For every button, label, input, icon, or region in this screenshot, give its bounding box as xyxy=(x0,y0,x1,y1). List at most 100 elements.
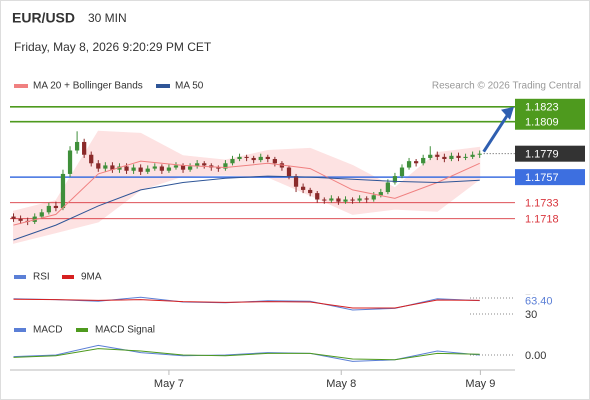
indicator-line xyxy=(13,348,480,361)
candle-body xyxy=(329,198,334,201)
level-box xyxy=(515,98,585,115)
candle-body xyxy=(421,157,426,164)
candle-body xyxy=(195,163,200,167)
target-arrowhead xyxy=(501,106,514,120)
candle-body xyxy=(286,167,292,177)
candle-body xyxy=(385,182,390,193)
candle-body xyxy=(435,154,440,157)
candle-body xyxy=(406,161,412,168)
candle-body xyxy=(223,163,228,169)
candle-body xyxy=(202,163,207,166)
y-tick-label: 30 xyxy=(525,309,537,321)
candle-body xyxy=(378,192,383,196)
level-label: 1.1823 xyxy=(525,102,559,114)
level-label: 1.1809 xyxy=(525,117,559,129)
candle-body xyxy=(336,198,341,202)
candle-body xyxy=(18,218,23,221)
last-price-label: 1.1779 xyxy=(525,149,559,161)
level-box xyxy=(515,113,585,130)
candle-body xyxy=(470,154,475,157)
candle-body xyxy=(124,166,129,171)
candle-body xyxy=(350,199,355,201)
legend-swatch xyxy=(14,328,26,332)
ma-line xyxy=(13,160,480,226)
legend-label: MA 20 + Bollinger Bands xyxy=(33,81,143,92)
candle-body xyxy=(138,167,143,172)
candle-body xyxy=(11,216,16,219)
last-price-box xyxy=(515,145,585,162)
last-value-label: 63.40 xyxy=(525,296,553,308)
candle-body xyxy=(187,166,193,170)
level-label: 1.1757 xyxy=(525,172,559,184)
candle-body xyxy=(251,157,256,161)
candle-body xyxy=(159,166,164,171)
candle-body xyxy=(477,153,482,155)
candle-body xyxy=(414,161,419,164)
candle-body xyxy=(237,156,242,160)
candle-body xyxy=(60,173,66,209)
candle-body xyxy=(53,205,59,209)
candle-body xyxy=(166,167,172,171)
symbol: EUR/USD xyxy=(12,10,75,26)
candle-body xyxy=(117,166,122,170)
level-label: 1.1733 xyxy=(525,198,559,210)
candle-body xyxy=(131,167,136,171)
candle-body xyxy=(173,165,179,168)
legend-swatch xyxy=(62,275,74,279)
candle-body xyxy=(216,167,221,169)
legend-label: 9MA xyxy=(81,272,102,283)
legend-label: MA 50 xyxy=(175,81,204,92)
indicator-line xyxy=(13,298,480,309)
candle-body xyxy=(308,189,313,194)
legend-label: MACD Signal xyxy=(95,325,155,336)
legend-swatch xyxy=(14,275,26,279)
candle-body xyxy=(265,156,270,160)
candle-body xyxy=(322,199,327,201)
candle-body xyxy=(67,150,73,174)
candle-body xyxy=(428,154,433,158)
candle-body xyxy=(399,167,405,177)
x-tick-label: May 9 xyxy=(465,378,495,390)
candle-body xyxy=(315,193,320,200)
candle-body xyxy=(180,165,186,170)
candle-body xyxy=(463,156,468,158)
candle-body xyxy=(74,141,80,151)
candle-body xyxy=(357,198,362,201)
candle-body xyxy=(110,165,115,170)
level-box xyxy=(515,169,585,186)
candle-body xyxy=(103,165,108,169)
candle-body xyxy=(442,156,447,160)
last-value-bg xyxy=(521,294,561,307)
x-tick-label: May 7 xyxy=(154,378,184,390)
x-tick-label: May 8 xyxy=(326,378,356,390)
candle-body xyxy=(456,155,461,158)
candle-body xyxy=(89,154,94,164)
candle-body xyxy=(96,163,101,169)
level-label: 1.1718 xyxy=(525,214,559,226)
legend-swatch xyxy=(76,328,88,332)
candle-body xyxy=(244,156,249,158)
legend-swatch xyxy=(156,84,170,88)
candle-body xyxy=(371,195,376,200)
candle-body xyxy=(258,156,263,161)
candle-body xyxy=(364,198,369,200)
y-tick-label: 0.00 xyxy=(525,350,546,362)
candle-body xyxy=(46,205,51,213)
candle-body xyxy=(293,176,299,187)
candle-body xyxy=(145,168,150,172)
candle-body xyxy=(449,155,454,160)
legend-label: RSI xyxy=(33,272,50,283)
candle-body xyxy=(272,159,277,164)
candle-body xyxy=(39,212,44,217)
legend-label: MACD xyxy=(33,325,62,336)
interval: 30 MIN xyxy=(88,11,127,25)
ma-line xyxy=(13,175,480,241)
candle-body xyxy=(152,166,157,169)
target-arrow xyxy=(482,111,511,153)
copyright: Research © 2026 Trading Central xyxy=(432,81,581,92)
timestamp: Friday, May 8, 2026 9:20:29 PM CET xyxy=(14,40,212,54)
legend-swatch xyxy=(14,84,28,88)
candle-body xyxy=(230,159,235,164)
candle-body xyxy=(82,141,87,155)
